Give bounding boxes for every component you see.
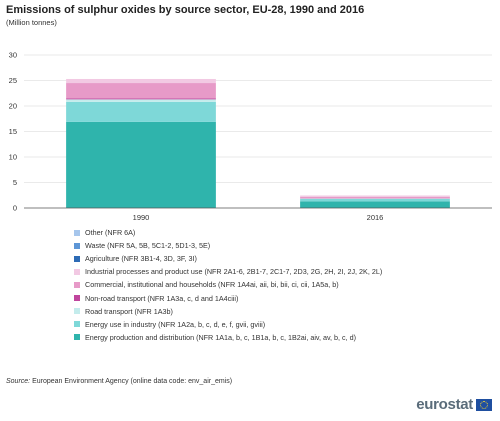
legend-swatch: [74, 242, 80, 249]
legend-label: Industrial processes and product use (NF…: [85, 267, 383, 277]
x-tick-label: 1990: [133, 213, 150, 222]
source-text: European Environment Agency (online data…: [32, 378, 233, 385]
legend-swatch: [74, 295, 80, 302]
legend-item: Energy production and distribution (NFR …: [74, 331, 382, 344]
bar-segment: [66, 78, 216, 84]
chart-legend: Other (NFR 6A) Waste (NFR 5A, 5B, 5C1-2, …: [74, 226, 382, 344]
legend-swatch: [74, 268, 80, 275]
legend-label: Energy use in industry (NFR 1A2a, b, c, …: [85, 319, 266, 329]
legend-label: Agriculture (NFR 3B1-4, 3D, 3F, 3I): [85, 254, 197, 264]
chart-subtitle: (Million tonnes): [6, 18, 57, 27]
eurostat-logo: eurostat: [416, 396, 492, 413]
bar-segment: [66, 101, 216, 122]
source-label: Source:: [6, 378, 31, 385]
bar-segment: [300, 198, 450, 202]
legend-item: Commercial, institutional and households…: [74, 278, 382, 291]
legend-item: Energy use in industry (NFR 1A2a, b, c, …: [74, 318, 382, 331]
legend-label: Energy production and distribution (NFR …: [85, 332, 356, 342]
bar-segment: [66, 99, 216, 102]
bar-segment: [66, 121, 216, 208]
y-tick-label: 15: [9, 127, 17, 136]
legend-swatch: [74, 334, 80, 341]
legend-label: Commercial, institutional and households…: [85, 280, 339, 290]
legend-swatch: [74, 321, 80, 328]
legend-label: Other (NFR 6A): [85, 228, 136, 238]
logo-text: eurostat: [416, 396, 473, 413]
y-tick-label: 30: [9, 51, 17, 60]
legend-label: Non-road transport (NFR 1A3a, c, d and 1…: [85, 293, 239, 303]
legend-swatch: [74, 308, 80, 315]
bar-segment: [300, 195, 450, 197]
y-tick-label: 20: [9, 102, 17, 111]
bar-segment: [66, 98, 216, 100]
bar-chart: 0 5 10 15 20 25 30 1990 2016: [9, 51, 492, 222]
y-tick-label: 0: [13, 204, 17, 213]
source-note: Source: European Environment Agency (onl…: [6, 378, 232, 385]
bar-segment: [66, 83, 216, 99]
x-tick-label: 2016: [367, 213, 384, 222]
legend-swatch: [74, 281, 80, 288]
y-tick-label: 25: [9, 76, 17, 85]
legend-item: Road transport (NFR 1A3b): [74, 305, 382, 318]
bar-segment: [300, 196, 450, 199]
legend-item: Industrial processes and product use (NF…: [74, 265, 382, 278]
chart-title: Emissions of sulphur oxides by source se…: [6, 4, 365, 16]
eu-flag-icon: [476, 398, 492, 411]
y-tick-label: 10: [9, 153, 17, 162]
legend-label: Road transport (NFR 1A3b): [85, 306, 173, 316]
bar-segment: [300, 201, 450, 208]
legend-item: Non-road transport (NFR 1A3a, c, d and 1…: [74, 291, 382, 304]
legend-swatch: [74, 255, 80, 262]
legend-item: Waste (NFR 5A, 5B, 5C1-2, 5D1-3, 5E): [74, 239, 382, 252]
legend-label: Waste (NFR 5A, 5B, 5C1-2, 5D1-3, 5E): [85, 241, 211, 251]
legend-item: Other (NFR 6A): [74, 226, 382, 239]
legend-swatch: [74, 229, 80, 236]
legend-item: Agriculture (NFR 3B1-4, 3D, 3F, 3I): [74, 252, 382, 265]
y-tick-label: 5: [13, 178, 17, 187]
